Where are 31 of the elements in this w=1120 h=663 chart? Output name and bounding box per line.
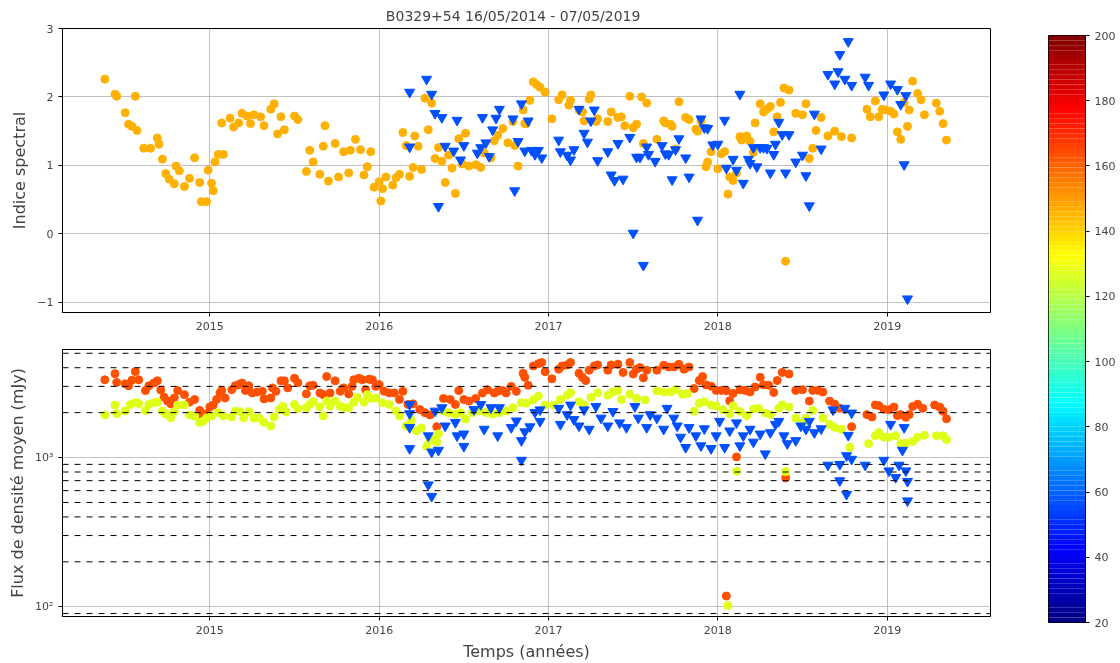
- color-bar-label: 100: [1094, 355, 1116, 369]
- y-tick-label: 2: [46, 90, 54, 104]
- x-tick-label: 2015: [195, 319, 224, 333]
- x-tick-label: 2017: [534, 623, 563, 637]
- y-tick-label: 0: [46, 227, 54, 241]
- y-axis-title: Indice spectral: [10, 111, 30, 230]
- x-tick-label: 2019: [873, 319, 902, 333]
- color-bar-label: 60: [1094, 486, 1109, 500]
- color-bar-label: 80: [1094, 420, 1109, 434]
- color-bar-label: 160: [1094, 159, 1116, 173]
- x-tick-label: 2018: [703, 623, 732, 637]
- y-tick-label: 3: [46, 22, 54, 36]
- color-bar-label: 180: [1094, 94, 1116, 108]
- y-tick-label: 1: [46, 159, 54, 173]
- color-bar-label: 120: [1094, 290, 1116, 304]
- y-tick-label: 10³: [35, 451, 54, 465]
- x-tick-label: 2015: [195, 623, 224, 637]
- x-tick-label: 2016: [365, 623, 394, 637]
- color-bar-label: 40: [1094, 551, 1109, 565]
- x-axis-title: Temps (années): [462, 641, 590, 661]
- color-bar-label: 140: [1094, 225, 1116, 239]
- color-bar-label: 20: [1094, 616, 1109, 630]
- y-axis-title: Flux de densité moyen (mJy): [8, 368, 28, 598]
- color-bar-label: 200: [1094, 29, 1116, 43]
- x-tick-label: 2018: [703, 319, 732, 333]
- y-tick-label: 10²: [35, 600, 54, 614]
- x-tick-label: 2016: [365, 319, 394, 333]
- x-tick-label: 2017: [534, 319, 563, 333]
- x-tick-label: 2019: [873, 623, 902, 637]
- chart-title: B0329+54 16/05/2014 - 07/05/2019: [385, 7, 641, 24]
- y-tick-label: −1: [37, 296, 54, 310]
